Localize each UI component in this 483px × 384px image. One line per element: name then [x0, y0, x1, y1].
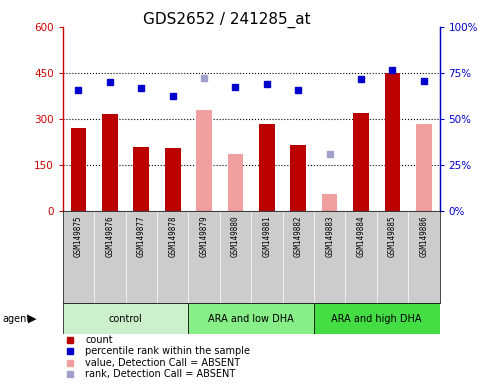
Bar — [102, 114, 118, 211]
Text: value, Detection Call = ABSENT: value, Detection Call = ABSENT — [85, 358, 241, 368]
Text: GSM149883: GSM149883 — [325, 216, 334, 257]
Bar — [322, 194, 338, 211]
Text: ARA and low DHA: ARA and low DHA — [208, 314, 294, 324]
Text: GSM149878: GSM149878 — [168, 216, 177, 257]
Text: GSM149884: GSM149884 — [356, 216, 366, 257]
Bar — [188, 303, 314, 334]
Text: percentile rank within the sample: percentile rank within the sample — [85, 346, 250, 356]
Text: count: count — [85, 335, 113, 345]
Bar — [259, 124, 275, 211]
Text: GSM149880: GSM149880 — [231, 216, 240, 257]
Text: GSM149886: GSM149886 — [419, 216, 428, 257]
Text: GSM149877: GSM149877 — [137, 216, 146, 257]
Text: GDS2652 / 241285_at: GDS2652 / 241285_at — [143, 12, 311, 28]
Bar — [384, 73, 400, 211]
Text: GSM149882: GSM149882 — [294, 216, 303, 257]
Text: GSM149881: GSM149881 — [262, 216, 271, 257]
Text: ARA and high DHA: ARA and high DHA — [331, 314, 422, 324]
Bar — [196, 110, 212, 211]
Text: GSM149879: GSM149879 — [199, 216, 209, 257]
Bar — [353, 113, 369, 211]
Text: GSM149875: GSM149875 — [74, 216, 83, 257]
Text: GSM149876: GSM149876 — [105, 216, 114, 257]
Bar — [133, 147, 149, 211]
Text: control: control — [109, 314, 142, 324]
Bar — [290, 145, 306, 211]
Bar — [63, 303, 188, 334]
Bar — [416, 124, 432, 211]
Text: rank, Detection Call = ABSENT: rank, Detection Call = ABSENT — [85, 369, 236, 379]
Bar — [165, 148, 181, 211]
Bar — [71, 128, 86, 211]
Text: ▶: ▶ — [28, 314, 37, 324]
Bar — [314, 303, 440, 334]
Bar — [227, 154, 243, 211]
Text: GSM149885: GSM149885 — [388, 216, 397, 257]
Text: agent: agent — [2, 314, 30, 324]
